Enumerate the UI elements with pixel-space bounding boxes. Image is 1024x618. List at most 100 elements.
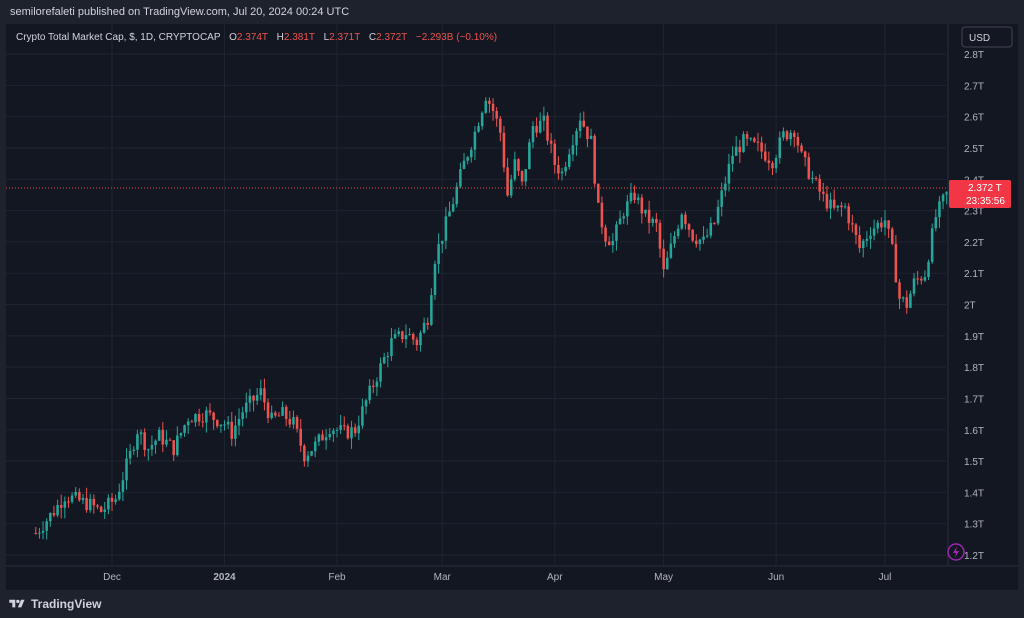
candle-body: [59, 504, 63, 508]
candle-body: [535, 126, 538, 133]
candle-body: [281, 406, 284, 416]
legend-open-value: 2.374T: [237, 32, 268, 43]
candle-body: [488, 100, 491, 104]
candle-body: [321, 434, 324, 441]
candle-body: [618, 218, 622, 225]
y-tick-label: 2.3T: [964, 207, 984, 218]
candle-body: [745, 134, 749, 139]
currency-button-box[interactable]: [961, 26, 1013, 48]
candle-body: [241, 412, 244, 419]
candle-body: [822, 191, 825, 194]
candle-body: [557, 164, 560, 174]
lightning-icon[interactable]: [947, 543, 965, 561]
candle-body: [742, 134, 745, 153]
time-axis[interactable]: Dec 2024 Feb Mar Apr May Jun Jul: [103, 572, 891, 583]
candle-body: [869, 235, 872, 239]
candle-body: [284, 406, 288, 419]
y-tick-label: 1.6T: [964, 426, 984, 437]
candle-body: [52, 513, 56, 516]
legend-symbol-name: Crypto Total Market Cap, $, 1D, CRYPTOCA…: [16, 32, 221, 43]
candle-body: [727, 163, 731, 184]
lightning-icon-ring[interactable]: [947, 543, 965, 561]
currency-button[interactable]: USD: [961, 26, 1013, 48]
candle-body: [306, 455, 310, 462]
candle-body: [832, 199, 836, 208]
candle-body: [662, 248, 665, 270]
candle-body: [248, 395, 252, 403]
y-tick-label: 1.5T: [964, 457, 984, 468]
chart-panel[interactable]: 1.2T 1.3T 1.4T 1.5T 1.6T 1.7T 1.8T 1.9T 2T 2.1T 2.…: [6, 24, 1018, 590]
candle-body: [567, 154, 571, 167]
candle-body: [763, 151, 767, 161]
candle-body: [459, 169, 462, 187]
candle-body: [245, 402, 248, 413]
legend-high-label: H: [277, 32, 284, 43]
candle-body: [825, 193, 829, 209]
candle-body: [901, 297, 905, 299]
candle-body: [767, 160, 771, 164]
candle-body: [201, 421, 204, 423]
candle-body: [698, 239, 702, 245]
candle-body: [927, 261, 930, 277]
candle-body: [317, 434, 321, 442]
candle-body: [477, 126, 480, 132]
candle-body: [324, 437, 328, 441]
candle-body: [695, 240, 698, 245]
y-tick-label: 1.7T: [964, 394, 984, 405]
candle-body: [361, 406, 364, 426]
last-price-tag: 2.372 T 23:35:56: [949, 180, 1011, 209]
candle-body: [941, 194, 945, 202]
candle-body: [38, 532, 41, 534]
candle-body: [125, 458, 128, 481]
candle-body: [840, 205, 843, 208]
candle-body: [426, 322, 430, 325]
candle-body: [215, 420, 219, 427]
candle-body: [636, 197, 640, 200]
candle-body: [422, 322, 426, 333]
lightning-icon-bolt[interactable]: [953, 546, 959, 558]
x-tick-label: Jun: [768, 572, 784, 583]
footer-brand-label: TradingView: [31, 597, 102, 611]
candle-body: [419, 332, 422, 346]
candle-body: [930, 228, 934, 262]
candlestick-chart[interactable]: 1.2T 1.3T 1.4T 1.5T 1.6T 1.7T 1.8T 1.9T 2T 2.1T 2.…: [6, 24, 1018, 590]
candle-body: [705, 235, 709, 237]
candle-body: [448, 211, 451, 217]
candle-body: [393, 334, 397, 339]
candle-body: [480, 112, 484, 127]
candles-group[interactable]: [34, 97, 952, 540]
candle-body: [339, 425, 342, 430]
currency-button-label[interactable]: USD: [969, 33, 990, 44]
y-tick-label: 2.7T: [964, 81, 984, 92]
y-tick-label: 2.2T: [964, 238, 984, 249]
candle-body: [205, 410, 208, 423]
candle-body: [578, 120, 582, 132]
candle-body: [560, 171, 564, 174]
candle-body: [56, 504, 59, 516]
legend-close-label: C: [369, 32, 376, 43]
candle-body: [372, 385, 375, 387]
chart-background: [6, 24, 1018, 590]
candle-body: [680, 214, 684, 229]
y-tick-label: 1.2T: [964, 551, 984, 562]
x-tick-label: Dec: [103, 572, 121, 583]
candle-body: [165, 439, 168, 445]
candle-body: [437, 243, 440, 264]
candle-body: [586, 126, 589, 140]
candle-body: [411, 334, 415, 340]
candle-body: [484, 100, 488, 113]
y-tick-label: 2T: [964, 301, 976, 312]
candle-body: [63, 501, 67, 508]
candle-body: [564, 166, 567, 172]
candle-body: [607, 241, 611, 246]
candle-body: [470, 149, 473, 158]
candle-body: [121, 480, 125, 492]
candle-body: [756, 141, 760, 143]
candle-body: [597, 183, 600, 203]
footer-brand[interactable]: TradingView: [8, 596, 101, 612]
candle-body: [858, 234, 861, 249]
candle-body: [161, 429, 165, 445]
candle-body: [49, 513, 52, 522]
candle-body: [905, 297, 909, 308]
